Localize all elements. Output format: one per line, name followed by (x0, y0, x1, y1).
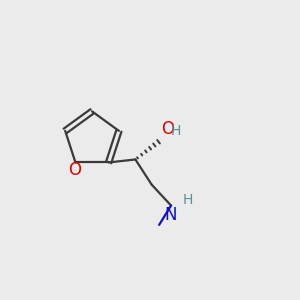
Text: H: H (182, 193, 193, 207)
Text: N: N (165, 206, 177, 224)
Text: O: O (68, 161, 81, 179)
Text: O: O (161, 120, 175, 138)
Text: H: H (170, 124, 181, 138)
